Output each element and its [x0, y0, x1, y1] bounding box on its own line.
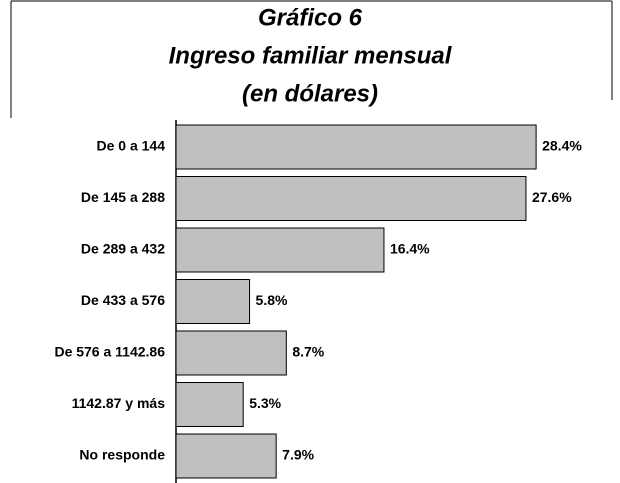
value-label: 16.4%	[390, 241, 430, 257]
value-label: 5.8%	[256, 292, 288, 308]
bar	[175, 330, 287, 376]
category-label: No responde	[79, 447, 165, 463]
bar	[175, 227, 385, 273]
value-label: 27.6%	[532, 189, 572, 205]
bar	[175, 382, 244, 427]
category-label: De 289 a 432	[81, 241, 165, 257]
value-label: 8.7%	[292, 344, 324, 360]
bar	[175, 124, 537, 170]
category-label: 1142.87 y más	[72, 395, 166, 411]
category-label: De 576 a 1142.86	[54, 344, 165, 360]
bar	[175, 433, 277, 479]
category-label: De 0 a 144	[97, 138, 166, 154]
value-label: 7.9%	[282, 447, 314, 463]
chart-title: Ingreso familiar mensual	[169, 42, 453, 69]
bar	[175, 176, 527, 221]
value-label: 5.3%	[249, 395, 281, 411]
category-label: De 433 a 576	[81, 292, 165, 308]
bar	[175, 279, 251, 324]
chart-title: Gráfico 6	[258, 4, 363, 31]
chart-title: (en dólares)	[242, 80, 378, 107]
category-label: De 145 a 288	[81, 189, 165, 205]
value-label: 28.4%	[542, 138, 582, 154]
